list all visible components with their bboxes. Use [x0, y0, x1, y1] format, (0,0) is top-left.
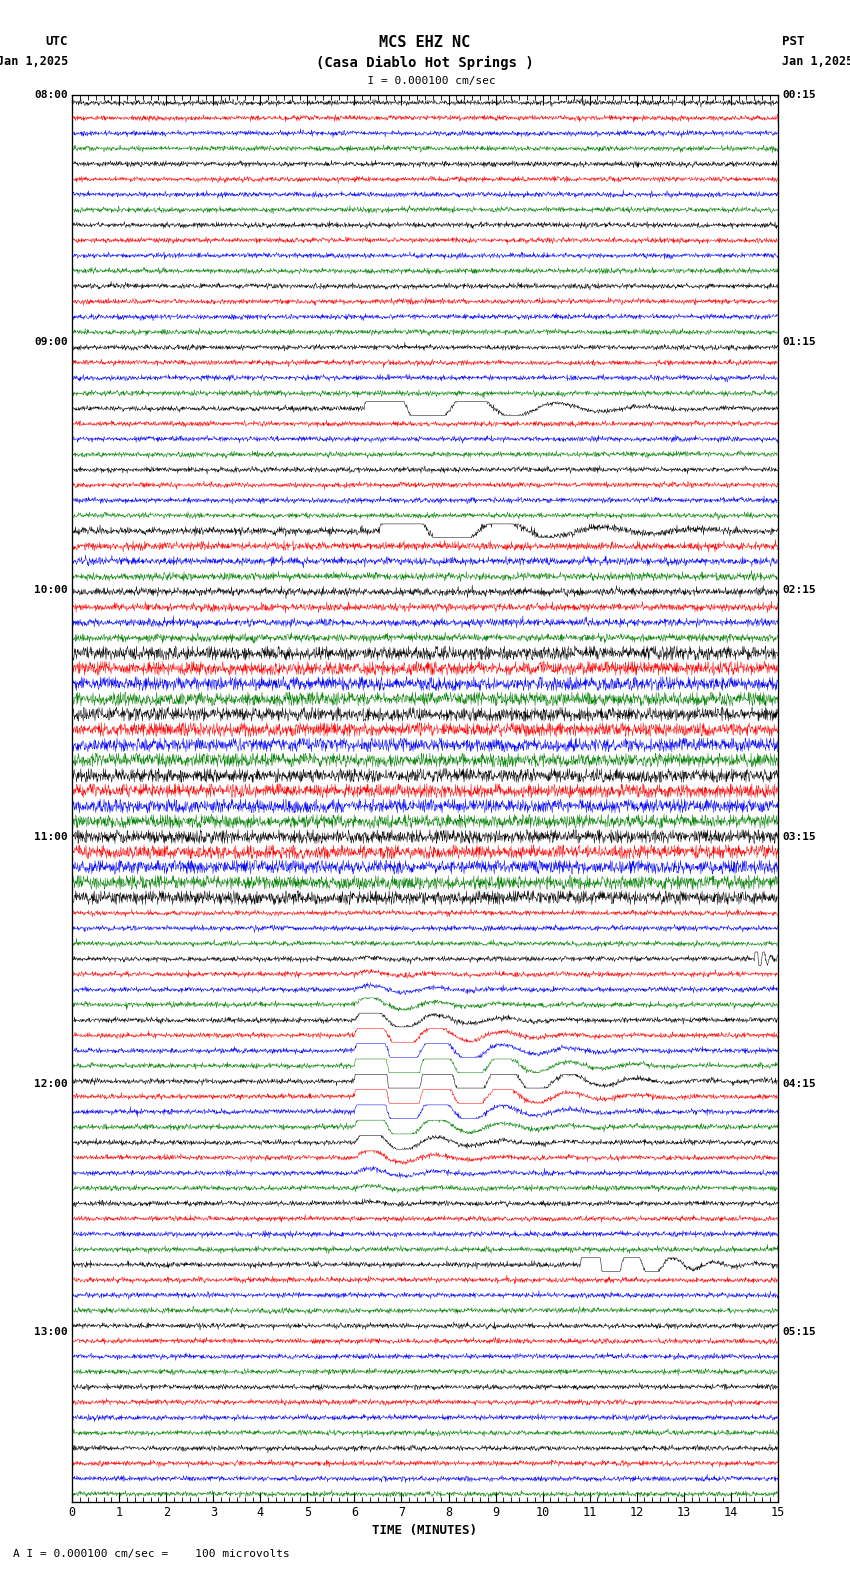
Text: MCS EHZ NC: MCS EHZ NC	[379, 35, 471, 49]
Text: 09:00: 09:00	[34, 337, 68, 347]
Text: 12:00: 12:00	[34, 1079, 68, 1090]
Text: (Casa Diablo Hot Springs ): (Casa Diablo Hot Springs )	[316, 55, 534, 70]
Text: Jan 1,2025: Jan 1,2025	[0, 55, 68, 68]
Text: 10:00: 10:00	[34, 584, 68, 594]
Text: 08:00: 08:00	[34, 90, 68, 100]
Text: A I = 0.000100 cm/sec =    100 microvolts: A I = 0.000100 cm/sec = 100 microvolts	[13, 1549, 290, 1559]
Text: 00:15: 00:15	[782, 90, 816, 100]
Text: 05:15: 05:15	[782, 1327, 816, 1337]
Text: Jan 1,2025: Jan 1,2025	[782, 55, 850, 68]
X-axis label: TIME (MINUTES): TIME (MINUTES)	[372, 1524, 478, 1538]
Text: 04:15: 04:15	[782, 1079, 816, 1090]
Text: 03:15: 03:15	[782, 832, 816, 843]
Text: 11:00: 11:00	[34, 832, 68, 843]
Text: I = 0.000100 cm/sec: I = 0.000100 cm/sec	[354, 76, 496, 86]
Text: PST: PST	[782, 35, 804, 48]
Text: UTC: UTC	[46, 35, 68, 48]
Text: 13:00: 13:00	[34, 1327, 68, 1337]
Text: 02:15: 02:15	[782, 584, 816, 594]
Text: 01:15: 01:15	[782, 337, 816, 347]
